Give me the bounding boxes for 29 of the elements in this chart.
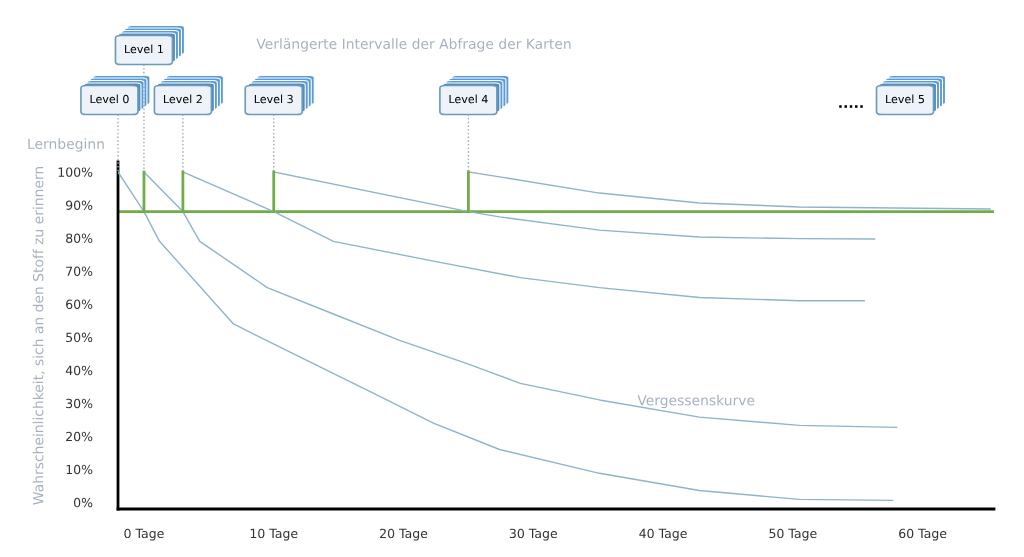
text: ..... (839, 105, 863, 108)
x-tick-label: 60 Tage (899, 528, 947, 541)
y-tick-label: 70% (66, 266, 93, 276)
x-tick-label: 50 Tage (769, 528, 817, 541)
y-tick-label: 20% (66, 431, 93, 442)
y-tick-label: 90% (66, 200, 93, 210)
y-tick-label: 60% (66, 299, 93, 310)
y-axis-title: Wahrscheinlichkeit, sich an den Stoff zu erinnern (32, 166, 45, 505)
x-tick-label: 40 Tage (639, 528, 687, 541)
text: Lernbeginn (28, 138, 104, 152)
annotation: Vergessenskurve (637, 394, 755, 409)
annotation: Level 2 (164, 94, 202, 104)
chart-title: Verlängerte Intervalle der Abfrage der Karten (256, 38, 571, 52)
x-tick-label: 30 Tage (509, 528, 557, 541)
annotation: Level 0 (90, 94, 129, 104)
y-tick-label: 30% (66, 398, 93, 409)
annotation: Level 3 (254, 94, 293, 104)
y-tick-label: 100% (58, 167, 93, 177)
x-tick-label: 0 Tage (124, 528, 164, 541)
annotation: Level 4 (449, 94, 488, 104)
text: Level 5 (886, 94, 924, 104)
annotation: Level 1 (125, 44, 163, 54)
y-tick-label: 10% (66, 464, 93, 475)
x-tick-label: 20 Tage (380, 528, 428, 541)
y-tick-label: 0% (73, 497, 93, 508)
y-tick-label: 40% (65, 365, 93, 376)
y-tick-label: 50% (66, 332, 93, 343)
x-tick-label: 10 Tage (250, 528, 298, 541)
y-tick-label: 80% (66, 233, 93, 243)
